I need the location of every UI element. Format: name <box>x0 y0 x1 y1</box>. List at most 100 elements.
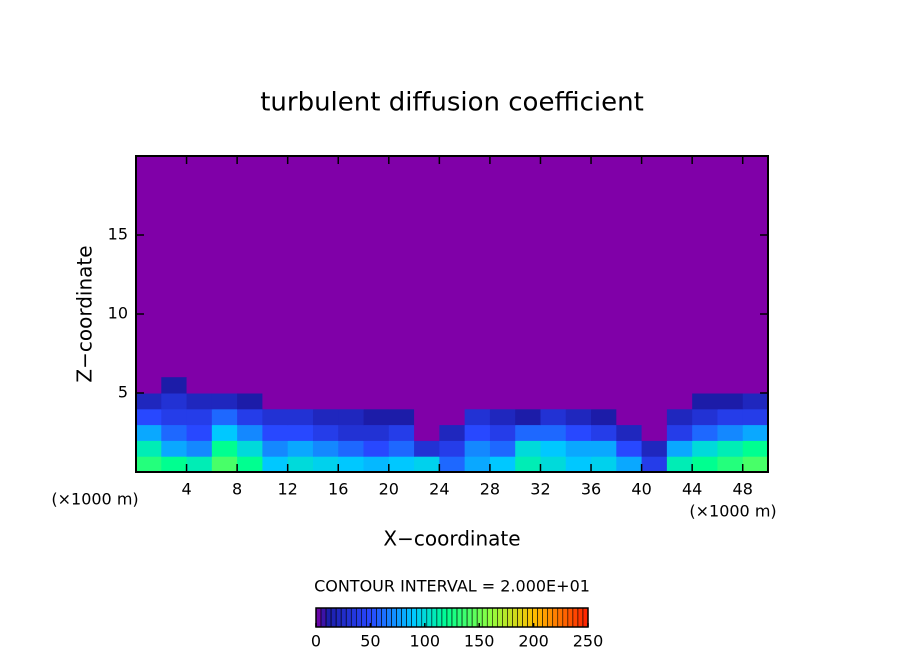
contour-cell <box>641 456 668 473</box>
colorbar-swatch <box>431 607 438 628</box>
contour-cell <box>237 393 263 410</box>
contour-cell <box>666 408 693 426</box>
contour-cell <box>591 377 617 394</box>
contour-cell <box>211 424 238 441</box>
contour-cell <box>464 408 491 426</box>
x-tick-label: 8 <box>232 480 242 499</box>
contour-cell <box>186 377 213 394</box>
colorbar-swatch <box>537 607 543 628</box>
contour-cell <box>666 440 693 457</box>
contour-cell <box>742 377 769 394</box>
contour-cell <box>363 440 390 457</box>
contour-cell <box>312 393 339 410</box>
colorbar-swatch <box>481 607 488 628</box>
colorbar-swatch <box>361 607 367 628</box>
contour-cell <box>515 393 541 410</box>
contour-cell <box>414 424 440 441</box>
colorbar-swatch <box>426 607 433 628</box>
contour-cell <box>161 456 188 473</box>
contour-cell <box>540 440 567 457</box>
colorbar-swatch <box>456 607 463 628</box>
colorbar-swatch <box>436 607 443 628</box>
contour-cell <box>616 424 643 441</box>
contour-cell <box>237 377 263 394</box>
contour-cell <box>692 408 718 426</box>
contour-cell <box>742 456 769 473</box>
colorbar-swatch <box>451 607 458 628</box>
contour-cell <box>616 393 643 410</box>
x-tick-label: 40 <box>631 480 651 499</box>
contour-cell <box>388 424 415 441</box>
contour-cell <box>262 377 289 394</box>
colorbar-swatch <box>320 607 327 628</box>
contour-cell <box>186 424 213 441</box>
colorbar-tick-label: 200 <box>518 632 549 651</box>
colorbar-frame <box>315 607 589 628</box>
contour-cell <box>439 424 466 441</box>
contour-cell <box>591 408 617 426</box>
x-tick-label: 36 <box>581 480 601 499</box>
colorbar-tick-label: 250 <box>573 632 604 651</box>
colorbar-swatch <box>416 607 423 628</box>
contour-cell <box>414 408 440 426</box>
contour-cell <box>464 440 491 457</box>
contour-cell <box>439 408 466 426</box>
contour-cell <box>666 424 693 441</box>
contour-cell <box>262 424 289 441</box>
colorbar-swatch <box>562 607 569 628</box>
contour-cell <box>591 456 617 473</box>
contour-cell <box>388 408 415 426</box>
colorbar-swatch <box>381 607 387 628</box>
contour-cell <box>414 456 440 473</box>
contour-cell <box>186 408 213 426</box>
contour-cell <box>666 377 693 394</box>
contour-cell <box>161 440 188 457</box>
contour-cell <box>186 440 213 457</box>
contour-cell <box>489 377 516 394</box>
x-tick-label: 32 <box>530 480 550 499</box>
colorbar-swatch <box>572 607 579 628</box>
contour-cell <box>565 377 592 394</box>
contour-cell <box>414 440 440 457</box>
colorbar-swatch <box>527 607 533 628</box>
contour-cell <box>439 393 466 410</box>
contour-cell <box>464 377 491 394</box>
contour-cell <box>312 456 339 473</box>
y-tick-label: 15 <box>108 225 128 244</box>
contour-cell <box>388 377 415 394</box>
colorbar-swatch <box>466 607 473 628</box>
x-tick-label: 48 <box>733 480 753 499</box>
contour-cell <box>136 456 162 473</box>
colorbar-swatch <box>345 607 352 628</box>
colorbar-swatch <box>335 607 342 628</box>
colorbar-tick-label: 50 <box>360 632 380 651</box>
colorbar-swatch <box>542 607 549 628</box>
contour-cell <box>161 393 188 410</box>
contour-cell <box>363 424 390 441</box>
colorbar-swatch <box>325 607 332 628</box>
colorbar-tick-label: 150 <box>464 632 495 651</box>
contour-cell <box>666 393 693 410</box>
colorbar-label: CONTOUR INTERVAL = 2.000E+01 <box>314 577 590 596</box>
colorbar-swatch <box>497 607 503 628</box>
contour-cell <box>565 408 592 426</box>
contour-cell <box>312 440 339 457</box>
contour-cell <box>641 393 668 410</box>
contour-cell <box>338 456 365 473</box>
colorbar-swatch <box>522 607 528 628</box>
contour-cell <box>338 408 365 426</box>
colorbar-swatch <box>552 607 559 628</box>
colorbar-swatch <box>355 607 362 628</box>
x-tick-label: 28 <box>480 480 500 499</box>
colorbar-swatch <box>330 607 337 628</box>
contour-cell <box>136 393 162 410</box>
contour-cell <box>641 424 668 441</box>
contour-cell <box>666 456 693 473</box>
contour-cell <box>616 377 643 394</box>
contour-cell <box>742 440 769 457</box>
contour-cell <box>312 377 339 394</box>
contour-cell <box>439 377 466 394</box>
contour-cell <box>540 456 567 473</box>
contour-cell <box>641 440 668 457</box>
